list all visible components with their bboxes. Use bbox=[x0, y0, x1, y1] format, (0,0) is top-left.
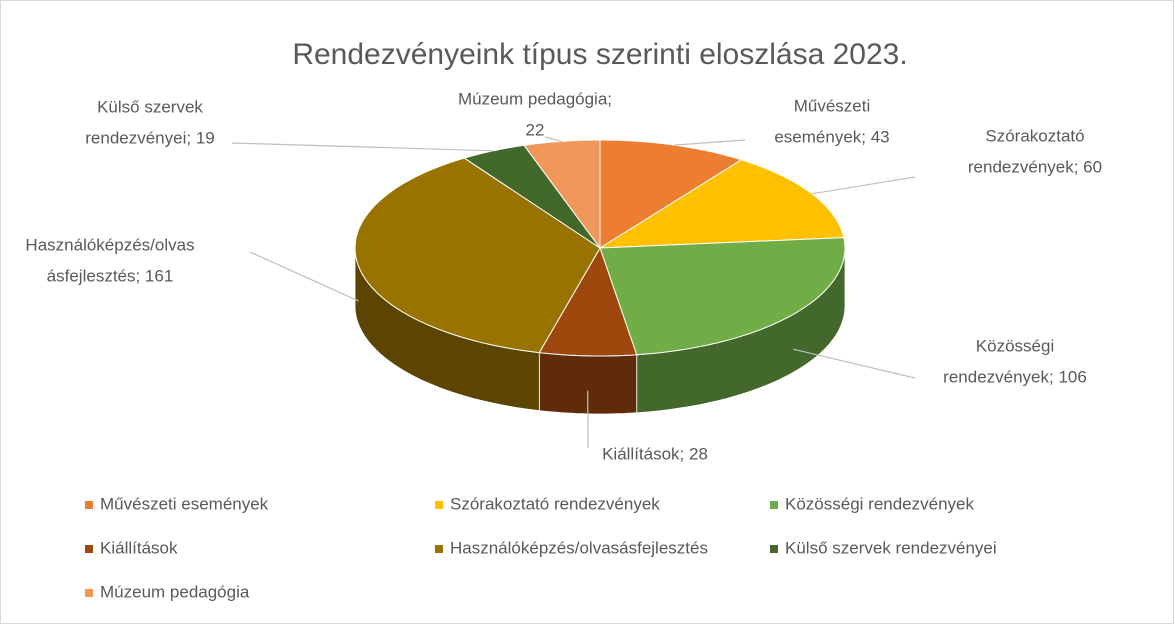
leader-line bbox=[249, 251, 359, 302]
leader-line bbox=[544, 136, 562, 142]
leader-line bbox=[674, 139, 746, 146]
data-label: rendezvények; 60 bbox=[968, 157, 1102, 176]
legend-label: Külső szervek rendezvényei bbox=[785, 538, 997, 557]
data-label: ásfejlesztés; 161 bbox=[47, 266, 174, 285]
data-label: Használóképzés/olvas bbox=[25, 235, 194, 254]
slice bbox=[599, 237, 846, 356]
chart-title: Rendezvényeink típus szerinti eloszlása … bbox=[292, 38, 907, 71]
data-label: Szórakoztató bbox=[985, 126, 1084, 145]
data-label: Közösségi bbox=[976, 336, 1054, 355]
legend-swatch bbox=[435, 501, 443, 509]
leader-line bbox=[231, 142, 494, 152]
legend-swatch bbox=[770, 501, 778, 509]
data-label: 22 bbox=[526, 120, 545, 139]
legend-label: Kiállítások bbox=[100, 538, 178, 557]
legend-label: Művészeti események bbox=[100, 494, 269, 513]
data-label: Külső szervek bbox=[97, 97, 203, 116]
legend-swatch bbox=[770, 545, 778, 553]
data-label: rendezvényei; 19 bbox=[85, 128, 214, 147]
legend-label: Múzeum pedagógia bbox=[100, 582, 250, 601]
legend-swatch bbox=[435, 545, 443, 553]
legend-swatch bbox=[85, 545, 93, 553]
data-label: Kiállítások; 28 bbox=[602, 444, 708, 463]
slice bbox=[354, 157, 601, 354]
legend-swatch bbox=[85, 501, 93, 509]
leader-line bbox=[793, 348, 916, 379]
legend-label: Használóképzés/olvasásfejlesztés bbox=[450, 538, 708, 557]
data-label: események; 43 bbox=[774, 127, 889, 146]
leader-line bbox=[811, 176, 916, 195]
data-label: Múzeum pedagógia; bbox=[458, 89, 612, 108]
slice bbox=[538, 246, 638, 357]
legend-label: Szórakoztató rendezvények bbox=[450, 494, 660, 513]
legend-label: Közösségi rendezvények bbox=[785, 494, 975, 513]
data-label: rendezvények; 106 bbox=[943, 367, 1087, 386]
data-label: Művészeti bbox=[794, 96, 871, 115]
legend-swatch bbox=[85, 589, 93, 597]
